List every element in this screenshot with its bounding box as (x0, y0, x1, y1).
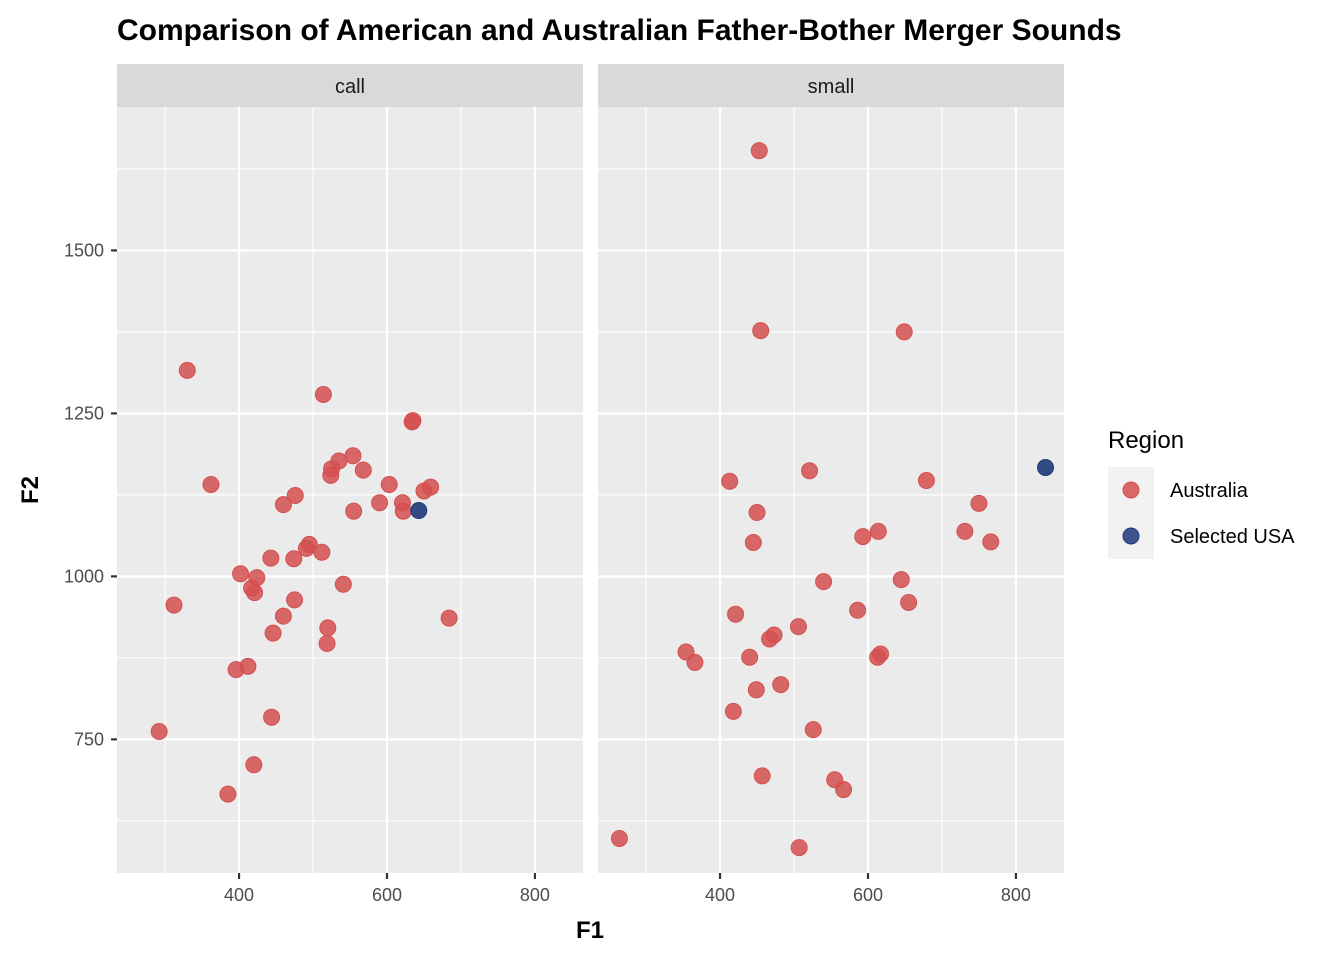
legend-label: Selected USA (1170, 526, 1295, 548)
data-point (345, 502, 363, 520)
data-point (750, 142, 768, 160)
data-point (344, 447, 362, 465)
legend: Region Australia Selected USA (1108, 427, 1295, 559)
data-point (741, 648, 759, 666)
data-point (440, 609, 458, 627)
data-point (790, 839, 808, 857)
facet-strip (598, 64, 1064, 107)
data-point (610, 829, 628, 847)
y-axis-title: F2 (17, 476, 44, 504)
data-point (286, 487, 304, 505)
data-point (314, 385, 332, 403)
data-point (219, 785, 237, 803)
data-point (854, 528, 872, 546)
data-point (744, 533, 762, 551)
x-tick-label: 600 (853, 885, 883, 905)
panel-background (117, 107, 583, 873)
y-tick-label: 1000 (64, 566, 104, 586)
data-point (165, 596, 183, 614)
data-point (246, 584, 264, 602)
data-point (917, 472, 935, 490)
data-point (264, 624, 282, 642)
panel-background (598, 107, 1064, 873)
data-point (970, 494, 988, 512)
data-point (892, 571, 910, 589)
data-point (404, 412, 422, 430)
data-point (410, 502, 428, 520)
data-point (202, 475, 220, 493)
data-point (804, 721, 822, 739)
data-point (721, 472, 739, 490)
x-axis-title: F1 (576, 917, 604, 944)
facet-strip-label: small (808, 76, 855, 98)
x-tick-label: 400 (705, 885, 735, 905)
y-tick-label: 750 (74, 729, 104, 749)
data-point (313, 543, 331, 561)
data-point (956, 522, 974, 540)
data-point (354, 461, 372, 479)
legend-key-marker (1122, 527, 1140, 545)
y-tick-label: 1250 (64, 403, 104, 423)
legend-key-marker (1122, 481, 1140, 499)
data-point (150, 723, 168, 741)
data-point (178, 361, 196, 379)
data-point (286, 591, 304, 609)
legend-label: Australia (1170, 480, 1249, 502)
data-point (727, 605, 745, 623)
facet-strip (117, 64, 583, 107)
data-point (334, 575, 352, 593)
y-tick-label: 1500 (64, 240, 104, 260)
data-point (394, 502, 412, 520)
data-point (801, 462, 819, 480)
data-point (274, 607, 292, 625)
data-point (318, 635, 336, 653)
data-point (753, 767, 771, 785)
data-point (300, 535, 318, 553)
data-point (239, 657, 257, 675)
data-point (748, 503, 766, 521)
facet-panels: call 400 600 800 750 1000 1250 1500 small 400 600 8… (64, 64, 1064, 905)
data-point (815, 573, 833, 591)
legend-title: Region (1108, 427, 1184, 454)
data-point (1037, 459, 1055, 477)
x-tick-label: 400 (224, 885, 254, 905)
series-australia (610, 142, 1000, 857)
data-point (835, 781, 853, 799)
data-point (849, 601, 867, 619)
data-point (900, 593, 918, 611)
data-point (263, 708, 281, 726)
data-point (380, 475, 398, 493)
chart-title: Comparison of American and Australian Fa… (117, 14, 1122, 47)
facet-panel-small: small 400 600 800 (598, 64, 1064, 905)
x-tick-label: 800 (1001, 885, 1031, 905)
x-tick-label: 800 (520, 885, 550, 905)
data-point (789, 618, 807, 636)
data-point (869, 522, 887, 540)
facet-panel-call: call 400 600 800 750 1000 1250 1500 (64, 64, 583, 905)
data-point (274, 496, 292, 514)
facet-strip-label: call (335, 76, 365, 98)
x-tick-label: 600 (372, 885, 402, 905)
series-selected-usa (410, 502, 428, 520)
data-point (724, 702, 742, 720)
data-point (422, 478, 440, 496)
data-point (765, 626, 783, 644)
data-point (895, 323, 913, 341)
data-point (752, 322, 770, 340)
data-point (319, 619, 337, 637)
data-point (232, 565, 250, 583)
data-point (262, 549, 280, 567)
data-point (982, 533, 1000, 551)
data-point (371, 494, 389, 512)
data-point (872, 645, 890, 663)
series-australia (150, 361, 458, 803)
data-point (747, 681, 765, 699)
data-point (686, 653, 704, 671)
data-point (245, 756, 263, 774)
data-point (248, 569, 266, 587)
series-selected-usa (1037, 459, 1055, 477)
data-point (772, 676, 790, 694)
data-point (285, 550, 303, 568)
